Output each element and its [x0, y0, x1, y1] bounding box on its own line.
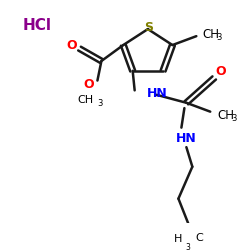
- Text: 3: 3: [231, 114, 236, 123]
- Text: C: C: [195, 233, 203, 243]
- Text: HN: HN: [176, 132, 197, 145]
- Text: 3: 3: [186, 243, 190, 250]
- Text: S: S: [144, 21, 153, 34]
- Text: CH: CH: [202, 28, 219, 41]
- Text: CH: CH: [78, 95, 94, 105]
- Text: O: O: [216, 65, 226, 78]
- Text: 3: 3: [216, 34, 222, 42]
- Text: 3: 3: [98, 99, 103, 108]
- Text: HN: HN: [146, 86, 167, 100]
- Text: O: O: [66, 40, 77, 52]
- Text: CH: CH: [217, 109, 234, 122]
- Text: O: O: [83, 78, 94, 92]
- Text: HCl: HCl: [22, 18, 52, 33]
- Text: H: H: [174, 234, 182, 244]
